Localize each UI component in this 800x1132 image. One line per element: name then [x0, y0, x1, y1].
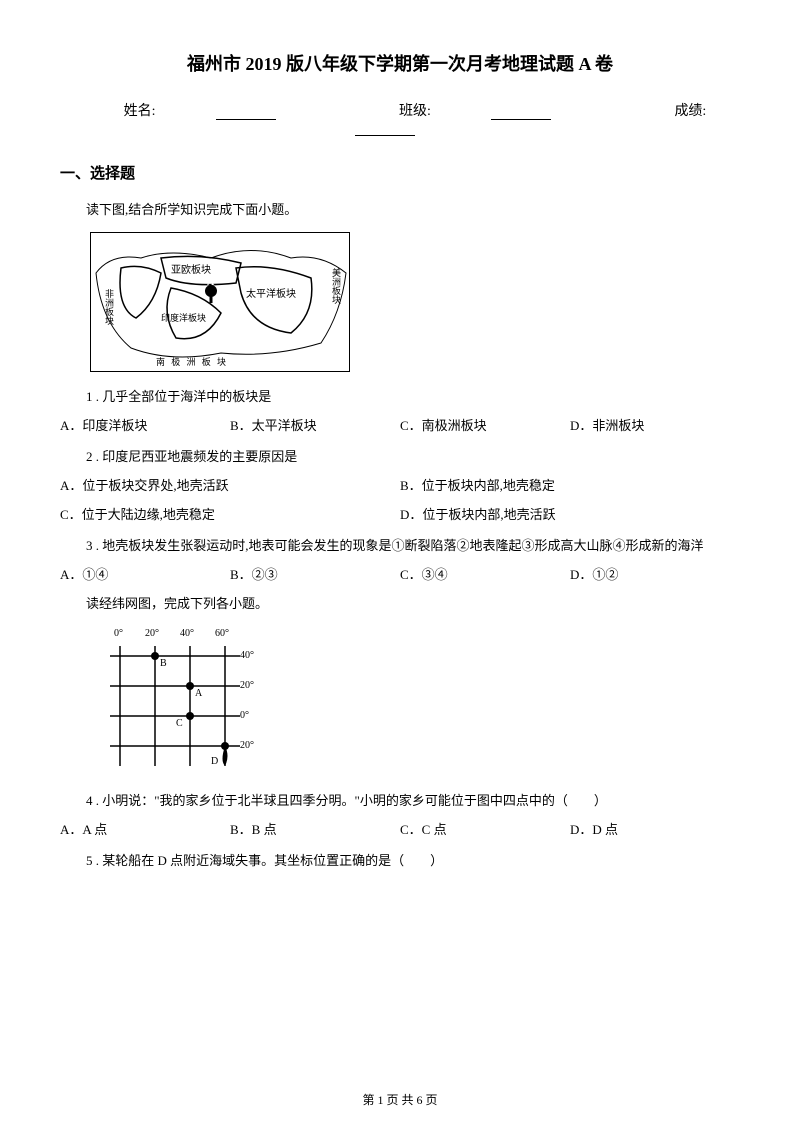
question-1-options: A．印度洋板块 B．太平洋板块 C．南极洲板块 D．非洲板块 — [60, 415, 740, 434]
grid-lat-2: 0° — [240, 710, 249, 721]
map-label-america: 美洲板块 — [330, 268, 343, 304]
question-3: 3 . 地壳板块发生张裂运动时,地表可能会发生的现象是①断裂陷落②地表隆起③形成… — [60, 535, 740, 554]
q2-opt-a: A．位于板块交界处,地壳活跃 — [60, 475, 400, 494]
grid-point-d: D — [211, 756, 218, 767]
q1-opt-d: D．非洲板块 — [570, 415, 740, 434]
q4-opt-b: B．B 点 — [230, 819, 400, 838]
q2-opt-d: D．位于板块内部,地壳活跃 — [400, 504, 740, 523]
map-figure: 亚欧板块 非洲板块 太平洋板块 印度洋板块 南 极 洲 板 块 美洲板块 A — [90, 232, 740, 372]
map-marker-a: A — [207, 277, 214, 288]
question-1: 1 . 几乎全部位于海洋中的板块是 — [60, 386, 740, 405]
question-2: 2 . 印度尼西亚地震频发的主要原因是 — [60, 446, 740, 465]
question-2-options-row1: A．位于板块交界处,地壳活跃 B．位于板块内部,地壳稳定 — [60, 475, 740, 494]
map-label-africa: 非洲板块 — [103, 289, 116, 325]
grid-lat-0: 40° — [240, 650, 254, 661]
grid-lon-2: 40° — [180, 628, 194, 639]
q1-opt-a: A．印度洋板块 — [60, 415, 230, 434]
grid-lat-1: 20° — [240, 680, 254, 691]
grid-figure: 0° 20° 40° 60° 40° 20° 0° 20° B A C D — [100, 626, 270, 776]
grid-point-a: A — [195, 688, 202, 699]
student-info-row: 姓名: 班级: 成绩: — [60, 100, 740, 136]
question-4-options: A．A 点 B．B 点 C．C 点 D．D 点 — [60, 819, 740, 838]
q4-opt-c: C．C 点 — [400, 819, 570, 838]
grid-point-b: B — [160, 658, 167, 669]
grid-lon-1: 20° — [145, 628, 159, 639]
q4-opt-a: A．A 点 — [60, 819, 230, 838]
q3-opt-c: C．③④ — [400, 564, 570, 583]
q2-opt-c: C．位于大陆边缘,地壳稳定 — [60, 504, 400, 523]
section-heading: 一、选择题 — [60, 162, 740, 183]
q4-opt-d: D．D 点 — [570, 819, 740, 838]
map-label-pacific: 太平洋板块 — [246, 285, 296, 300]
class-label: 班级: — [369, 104, 581, 119]
q2-opt-b: B．位于板块内部,地壳稳定 — [400, 475, 740, 494]
grid-point-c: C — [176, 718, 183, 729]
exam-title: 福州市 2019 版八年级下学期第一次月考地理试题 A 卷 — [60, 50, 740, 76]
grid-lon-3: 60° — [215, 628, 229, 639]
map-label-indian: 印度洋板块 — [161, 311, 206, 324]
grid-lon-0: 0° — [114, 628, 123, 639]
q1-opt-c: C．南极洲板块 — [400, 415, 570, 434]
instruction-2: 读经纬网图，完成下列各小题。 — [60, 593, 740, 612]
name-label: 姓名: — [94, 104, 306, 119]
question-3-options: A．①④ B．②③ C．③④ D．①② — [60, 564, 740, 583]
question-2-options-row2: C．位于大陆边缘,地壳稳定 D．位于板块内部,地壳活跃 — [60, 504, 740, 523]
map-label-antarctic: 南 极 洲 板 块 — [156, 355, 228, 368]
page-footer: 第 1 页 共 6 页 — [0, 1091, 800, 1108]
q3-opt-a: A．①④ — [60, 564, 230, 583]
q3-opt-d: D．①② — [570, 564, 740, 583]
map-label-eurasia: 亚欧板块 — [171, 261, 211, 276]
q3-opt-b: B．②③ — [230, 564, 400, 583]
grid-lat-3: 20° — [240, 740, 254, 751]
q1-opt-b: B．太平洋板块 — [230, 415, 400, 434]
question-4: 4 . 小明说："我的家乡位于北半球且四季分明。"小明的家乡可能位于图中四点中的… — [60, 790, 740, 809]
instruction-1: 读下图,结合所学知识完成下面小题。 — [60, 199, 740, 218]
question-5: 5 . 某轮船在 D 点附近海域失事。其坐标位置正确的是（ ） — [60, 850, 740, 869]
